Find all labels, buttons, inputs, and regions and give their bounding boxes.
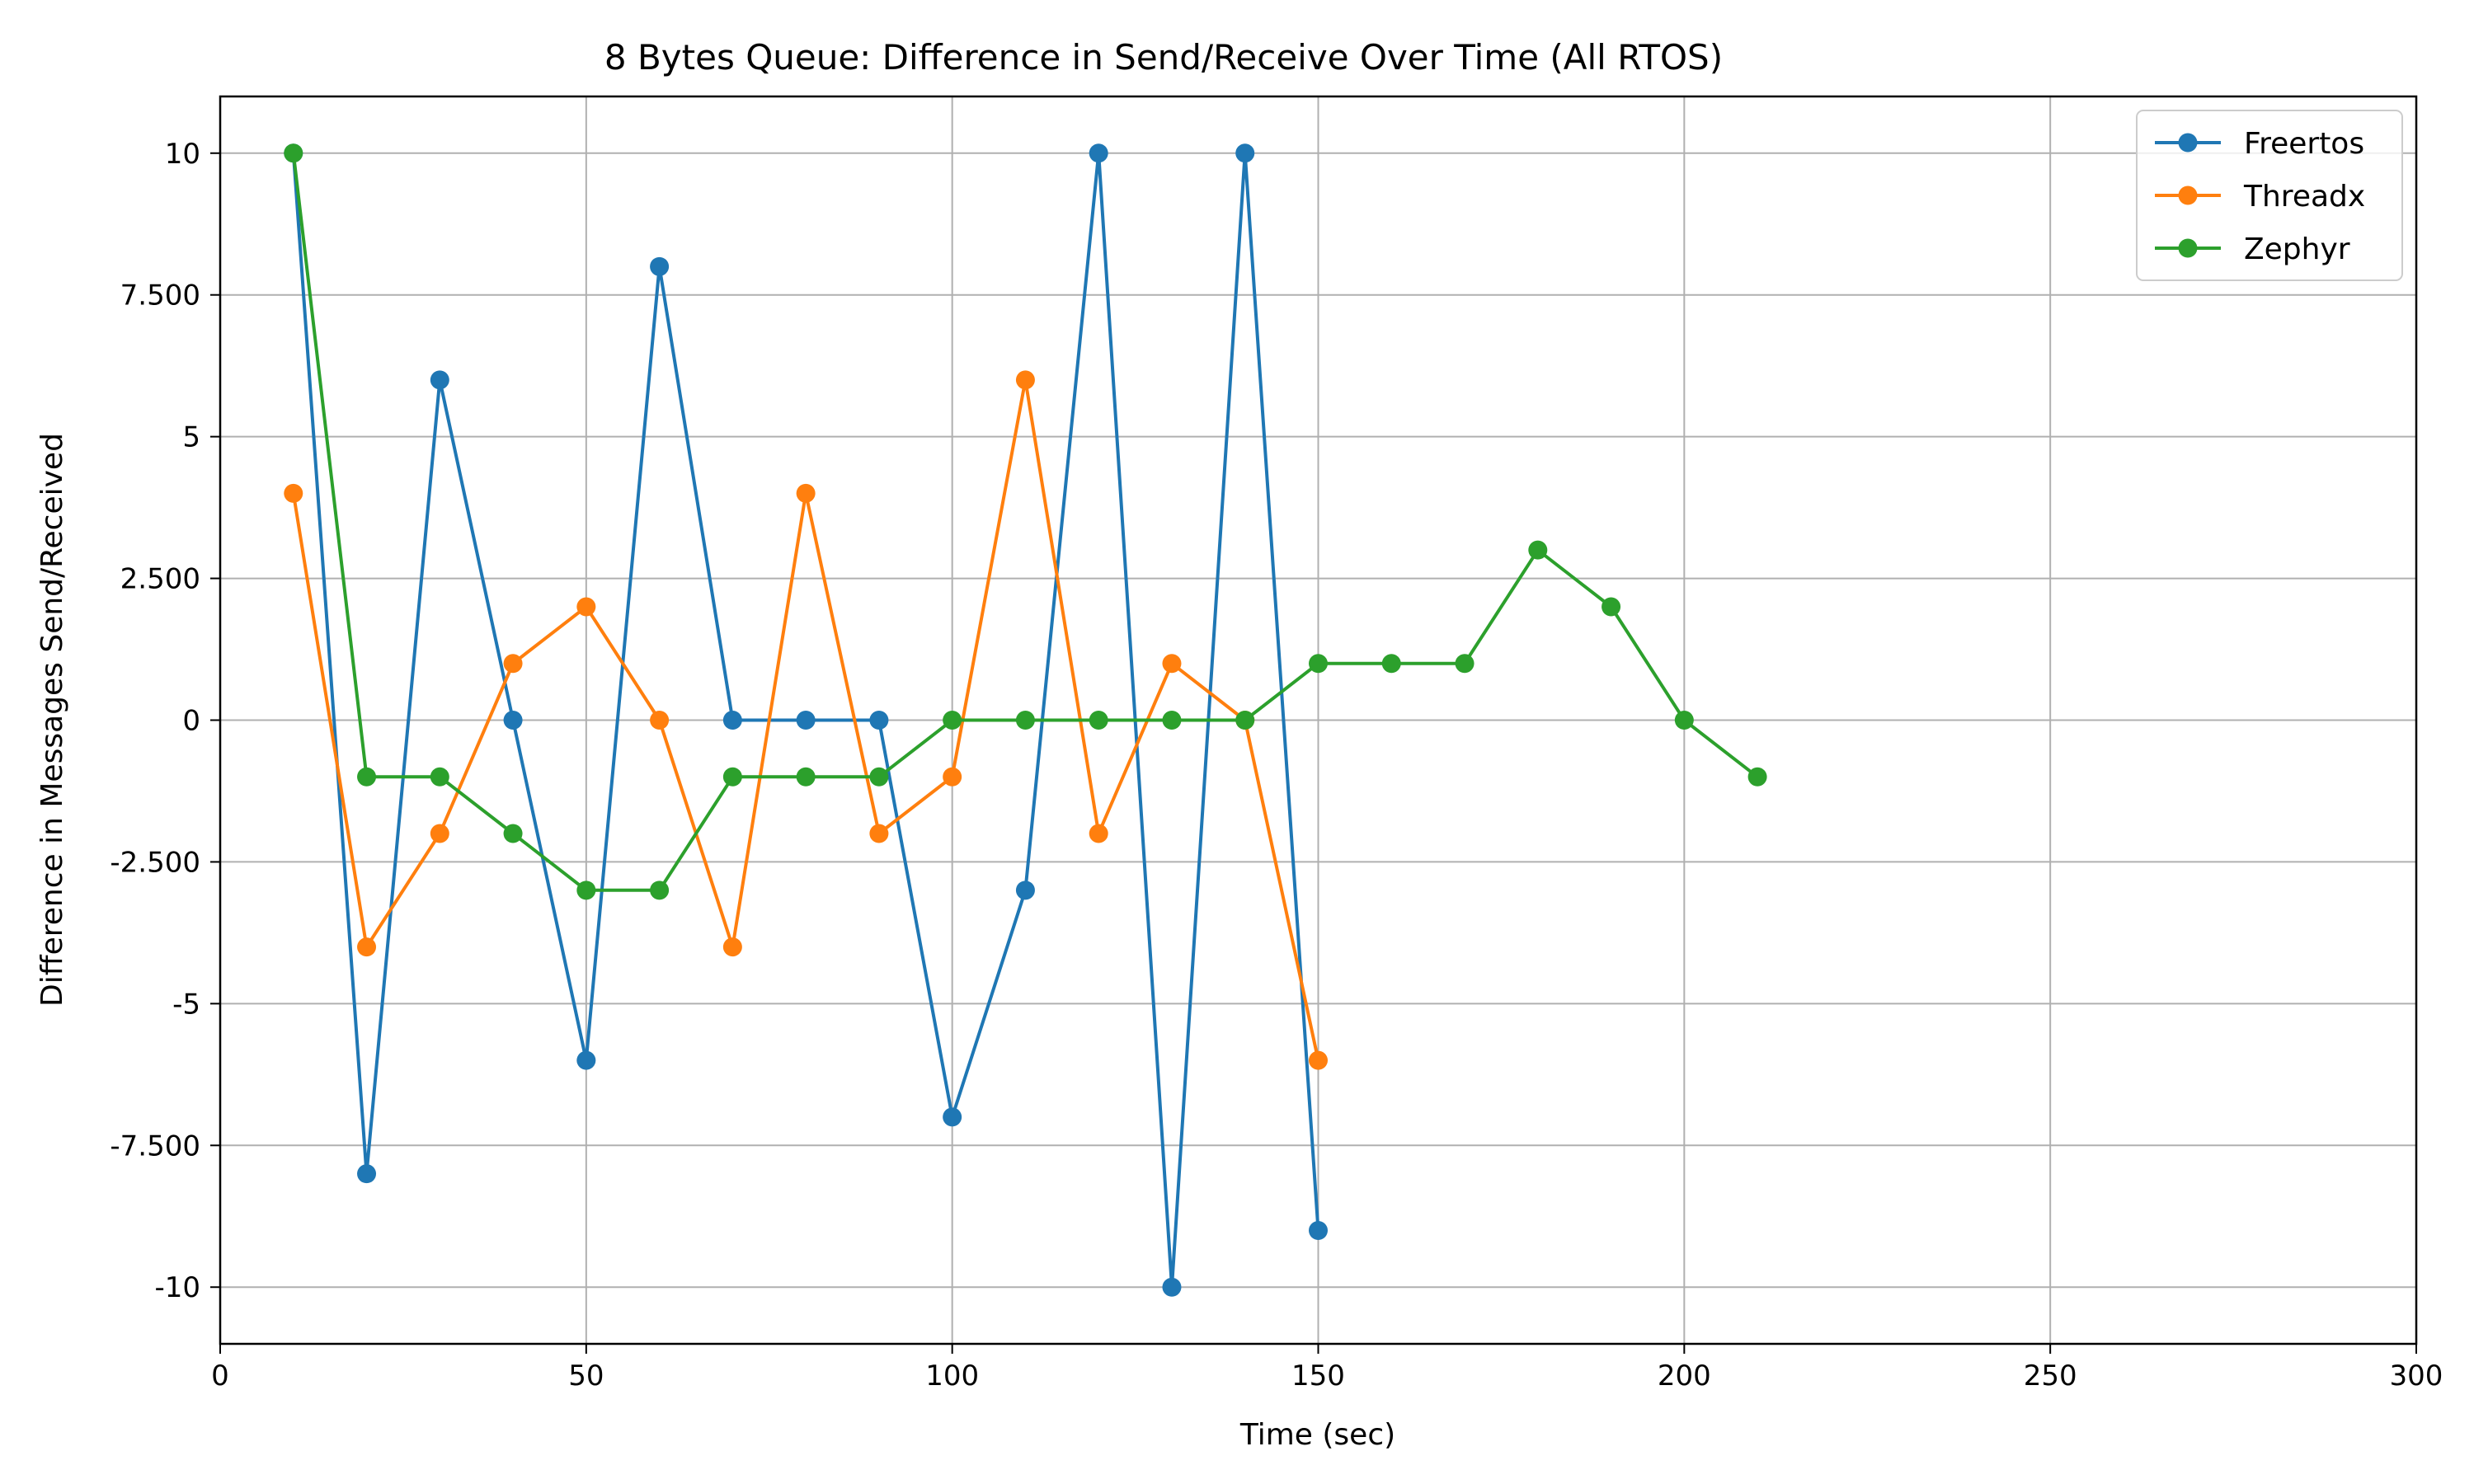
- series-layer: [284, 143, 1767, 1297]
- grid-lines: [219, 96, 2417, 1344]
- data-point-threadx: [943, 767, 962, 787]
- data-point-threadx: [796, 483, 816, 503]
- legend-item-freertos: Freertos: [2155, 127, 2364, 161]
- data-point-zephyr: [1381, 654, 1401, 674]
- data-point-threadx: [650, 711, 670, 730]
- data-point-zephyr: [1235, 711, 1255, 730]
- data-point-zephyr: [1162, 711, 1182, 730]
- data-point-zephyr: [357, 767, 377, 787]
- legend-item-threadx: Threadx: [2155, 180, 2365, 214]
- data-point-freertos: [576, 1050, 596, 1070]
- chart-title: 8 Bytes Queue: Difference in Send/Receiv…: [604, 37, 1723, 77]
- data-point-zephyr: [284, 143, 303, 163]
- x-axis-label: Time (sec): [1239, 1418, 1395, 1452]
- data-point-zephyr: [869, 767, 889, 787]
- data-point-threadx: [430, 824, 449, 843]
- y-tick-label: -10: [154, 1271, 200, 1304]
- y-tick-label: 0: [182, 705, 200, 738]
- x-tick-label: 250: [2024, 1360, 2077, 1392]
- y-tick-label: 5: [182, 421, 200, 454]
- legend-box: [2136, 110, 2403, 281]
- data-point-zephyr: [1309, 654, 1328, 674]
- legend-swatch-marker: [2178, 133, 2198, 153]
- x-tick-label: 50: [568, 1360, 604, 1392]
- data-point-threadx: [722, 937, 742, 957]
- data-point-zephyr: [1602, 597, 1621, 617]
- axis-ticks: 0 50 100 150 200 250 300 10 7.500 5 2.500 0 -2.500 -5…: [110, 138, 2443, 1392]
- legend-label: Freertos: [2244, 127, 2364, 161]
- y-tick-label: 10: [165, 138, 200, 171]
- data-point-freertos: [722, 711, 742, 730]
- y-axis-label: Difference in Messages Send/Received: [35, 433, 69, 1007]
- data-point-threadx: [869, 824, 889, 843]
- x-tick-label: 0: [211, 1360, 229, 1392]
- x-tick-label: 300: [2390, 1360, 2443, 1392]
- y-tick-label: 2.500: [120, 563, 200, 596]
- data-point-zephyr: [576, 881, 596, 900]
- data-point-freertos: [1089, 143, 1108, 163]
- data-point-zephyr: [1455, 654, 1475, 674]
- data-point-freertos: [1309, 1220, 1328, 1240]
- x-tick-label: 150: [1291, 1360, 1345, 1392]
- data-point-freertos: [503, 711, 523, 730]
- data-point-threadx: [1089, 824, 1108, 843]
- data-point-freertos: [943, 1107, 962, 1127]
- x-tick-label: 200: [1658, 1360, 1711, 1392]
- data-point-zephyr: [1089, 711, 1108, 730]
- data-point-zephyr: [1528, 540, 1548, 560]
- y-tick-label: -7.500: [110, 1129, 200, 1162]
- legend-label: Zephyr: [2244, 232, 2350, 266]
- data-point-zephyr: [1015, 711, 1035, 730]
- data-point-freertos: [1015, 881, 1035, 900]
- data-point-threadx: [284, 483, 303, 503]
- data-point-zephyr: [796, 767, 816, 787]
- data-point-freertos: [650, 256, 670, 276]
- data-point-freertos: [357, 1164, 377, 1184]
- legend-item-zephyr: Zephyr: [2155, 232, 2350, 266]
- data-point-threadx: [503, 654, 523, 674]
- legend-swatch-marker: [2178, 186, 2198, 205]
- data-point-zephyr: [943, 711, 962, 730]
- data-point-freertos: [869, 711, 889, 730]
- y-tick-label: -2.500: [110, 846, 200, 879]
- data-point-zephyr: [430, 767, 449, 787]
- data-point-freertos: [430, 370, 449, 390]
- y-tick-label: -5: [172, 988, 200, 1021]
- data-point-freertos: [796, 711, 816, 730]
- legend-swatch-marker: [2178, 238, 2198, 258]
- data-point-zephyr: [1674, 711, 1694, 730]
- data-point-freertos: [1235, 143, 1255, 163]
- data-point-zephyr: [722, 767, 742, 787]
- legend: Freertos Threadx Zephyr: [2136, 110, 2403, 281]
- data-point-zephyr: [503, 824, 523, 843]
- data-point-freertos: [1162, 1277, 1182, 1297]
- data-point-threadx: [1162, 654, 1182, 674]
- x-tick-label: 100: [925, 1360, 979, 1392]
- data-point-zephyr: [650, 881, 670, 900]
- y-tick-label: 7.500: [120, 279, 200, 312]
- data-point-threadx: [576, 597, 596, 617]
- series-zephyr: [284, 143, 1767, 900]
- data-point-threadx: [1015, 370, 1035, 390]
- legend-label: Threadx: [2243, 180, 2365, 214]
- data-point-zephyr: [1747, 767, 1767, 787]
- data-point-threadx: [357, 937, 377, 957]
- data-point-threadx: [1309, 1050, 1328, 1070]
